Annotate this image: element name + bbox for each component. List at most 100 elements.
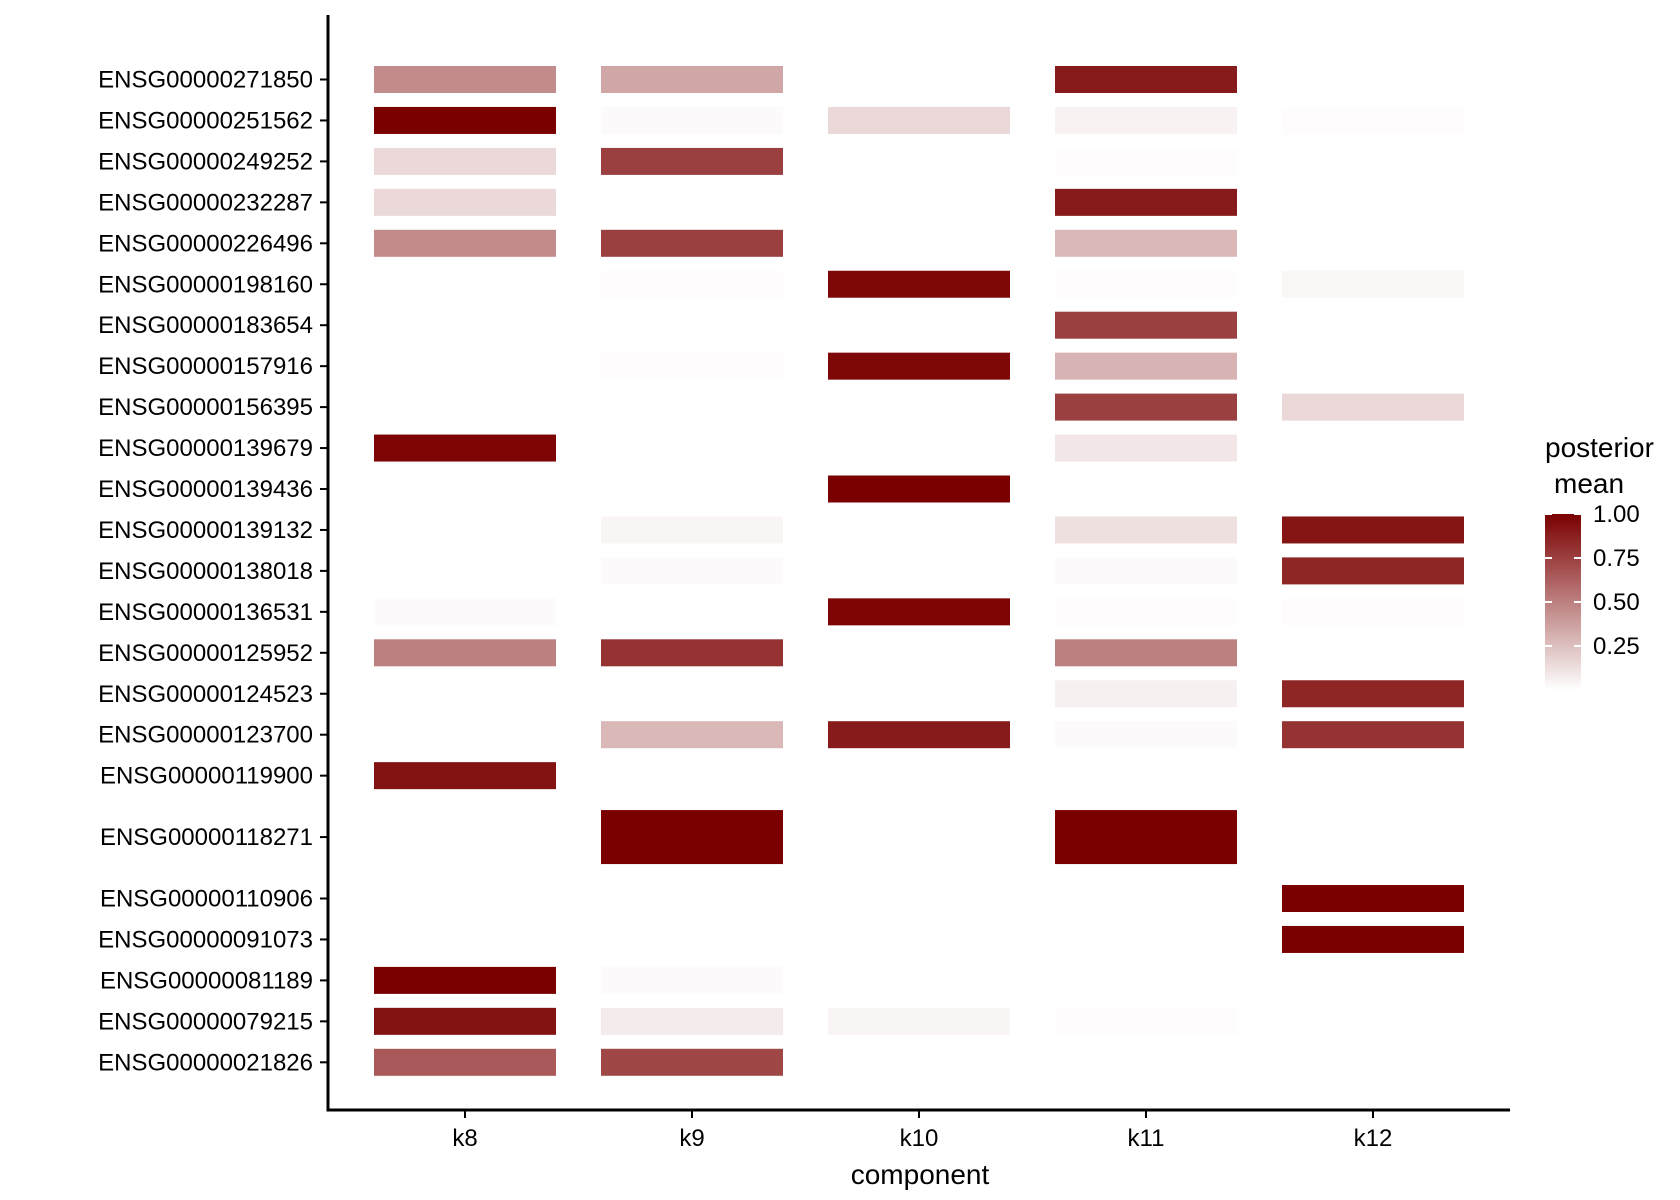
heatmap-cell: [601, 147, 783, 175]
y-tick-label: ENSG00000139436: [98, 476, 313, 503]
heatmap-cell: [1282, 721, 1464, 749]
heatmap-cell: [374, 1007, 556, 1035]
x-axis-title: component: [851, 1159, 990, 1190]
heatmap-cell: [1282, 925, 1464, 953]
y-tick-label: ENSG00000136531: [98, 599, 313, 626]
heatmap-cell: [1055, 270, 1237, 298]
x-tick-label: k8: [452, 1125, 477, 1152]
heatmap-cell: [1282, 557, 1464, 585]
heatmap-cell: [828, 721, 1010, 749]
y-tick-label: ENSG00000118271: [100, 824, 313, 851]
heatmap-cell: [1282, 885, 1464, 912]
y-tick-label: ENSG00000156395: [98, 394, 313, 421]
x-axis-labels: k8 k9 k10 k11 k12: [452, 1110, 1392, 1152]
y-tick-label: ENSG00000198160: [98, 271, 313, 298]
heatmap-cell: [601, 557, 783, 585]
y-tick-label: ENSG00000138018: [98, 558, 313, 585]
x-tick-label: k11: [1128, 1125, 1165, 1152]
y-tick-label: ENSG00000251562: [98, 107, 313, 134]
heatmap-cell: [1282, 270, 1464, 298]
heatmap-cell: [374, 966, 556, 994]
legend-title-line2: mean: [1554, 468, 1624, 499]
color-legend: posterior mean 1.00 0.75 0.50 0.25: [1545, 432, 1654, 690]
heatmap-cell: [1055, 434, 1237, 462]
heatmap-cell: [601, 516, 783, 544]
heatmap-cell: [1055, 147, 1237, 175]
heatmap-cell: [1282, 393, 1464, 421]
heatmap-cell: [1055, 393, 1237, 421]
y-tick-label: ENSG00000232287: [98, 189, 313, 216]
heatmap-cell: [601, 1048, 783, 1076]
x-tick-label: k9: [679, 1125, 704, 1152]
heatmap-cell: [1055, 598, 1237, 626]
heatmap-tiles: [374, 66, 1464, 1076]
y-tick-label: ENSG00000139679: [98, 435, 313, 462]
heatmap-cell: [1055, 188, 1237, 216]
heatmap-cell: [1055, 229, 1237, 257]
heatmap-cell: [374, 188, 556, 216]
heatmap-cell: [374, 66, 556, 93]
heatmap-cell: [601, 966, 783, 994]
y-tick-label: ENSG00000249252: [98, 148, 313, 175]
heatmap-cell: [601, 810, 783, 865]
heatmap-cell: [828, 598, 1010, 626]
y-tick-label: ENSG00000226496: [98, 230, 313, 257]
heatmap-cell: [1282, 598, 1464, 626]
heatmap-cell: [828, 270, 1010, 298]
heatmap-cell: [1282, 516, 1464, 544]
heatmap-cell: [601, 721, 783, 749]
heatmap-cell: [1055, 311, 1237, 339]
heatmap-cell: [601, 352, 783, 380]
heatmap-cell: [828, 475, 1010, 503]
heatmap-cell: [1055, 721, 1237, 749]
y-tick-label: ENSG00000139132: [98, 517, 313, 544]
heatmap-cell: [601, 106, 783, 134]
legend-tick-label: 0.75: [1593, 545, 1640, 572]
y-tick-label: ENSG00000157916: [98, 353, 313, 380]
y-tick-label: ENSG00000271850: [98, 67, 313, 94]
heatmap-cell: [1282, 680, 1464, 708]
y-tick-label: ENSG00000079215: [98, 1008, 313, 1035]
heatmap-cell: [374, 639, 556, 667]
y-tick-label: ENSG00000091073: [98, 926, 313, 953]
heatmap-cell: [374, 598, 556, 626]
legend-title-line1: posterior: [1545, 432, 1654, 463]
x-tick-label: k10: [900, 1125, 939, 1152]
y-tick-label: ENSG00000125952: [98, 640, 313, 667]
legend-tick-label: 0.25: [1593, 633, 1640, 660]
heatmap-cell: [374, 1048, 556, 1076]
y-tick-label: ENSG00000021826: [98, 1049, 313, 1076]
x-tick-label: k12: [1354, 1125, 1393, 1152]
heatmap-cell: [1055, 66, 1237, 93]
heatmap-cell: [601, 1007, 783, 1035]
y-tick-label: ENSG00000110906: [100, 886, 313, 913]
heatmap-cell: [828, 1007, 1010, 1035]
heatmap-cell: [1055, 557, 1237, 585]
heatmap-cell: [1055, 352, 1237, 380]
y-axis-labels: ENSG00000271850 ENSG00000251562 ENSG000002…: [98, 67, 328, 1076]
heatmap-cell: [1055, 516, 1237, 544]
y-tick-label: ENSG00000123700: [98, 722, 313, 749]
heatmap-cell: [374, 229, 556, 257]
y-tick-label: ENSG00000183654: [98, 312, 313, 339]
legend-tick-label: 1.00: [1593, 501, 1640, 528]
heatmap-cell: [601, 66, 783, 93]
heatmap-cell: [601, 639, 783, 667]
heatmap-cell: [1055, 639, 1237, 667]
heatmap-cell: [1055, 1007, 1237, 1035]
y-tick-label: ENSG00000119900: [100, 763, 313, 790]
heatmap-cell: [1282, 106, 1464, 134]
heatmap-cell: [601, 270, 783, 298]
heatmap-cell: [828, 352, 1010, 380]
heatmap-cell: [601, 229, 783, 257]
y-tick-label: ENSG00000124523: [98, 681, 313, 708]
heatmap-cell: [374, 147, 556, 175]
heatmap-cell: [1055, 106, 1237, 134]
heatmap-cell: [828, 106, 1010, 134]
legend-tick-label: 0.50: [1593, 589, 1640, 616]
heatmap-cell: [1055, 680, 1237, 708]
heatmap-cell: [1055, 810, 1237, 865]
heatmap-cell: [374, 106, 556, 134]
heatmap-cell: [374, 434, 556, 462]
y-tick-label: ENSG00000081189: [100, 967, 313, 994]
